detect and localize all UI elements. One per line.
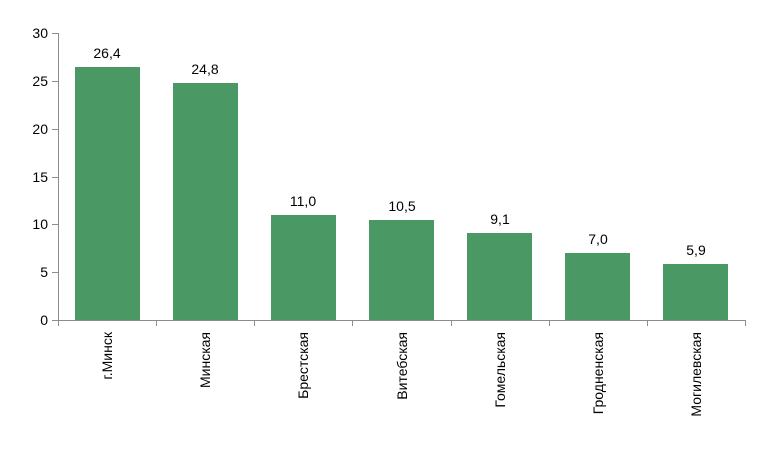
y-tick-label: 10 (32, 216, 48, 232)
chart-bar (369, 220, 434, 320)
y-tick-label: 20 (32, 121, 48, 137)
chart-bar (271, 215, 336, 320)
chart-bar (75, 67, 140, 320)
bar-value-label: 10,5 (388, 198, 416, 214)
y-tick (52, 33, 58, 34)
y-tick (52, 129, 58, 130)
y-axis-line (58, 33, 59, 326)
bar-value-label: 7,0 (588, 231, 608, 247)
x-tick (549, 320, 550, 326)
y-tick (52, 224, 58, 225)
bar-value-label: 26,4 (93, 45, 121, 61)
x-tick (352, 320, 353, 326)
category-label: Гродненская (590, 332, 606, 415)
y-tick-label: 15 (32, 169, 48, 185)
chart-bar (663, 264, 728, 320)
y-tick-label: 30 (32, 25, 48, 41)
chart-bar (467, 233, 532, 320)
bar-value-label: 11,0 (289, 193, 317, 209)
x-tick (156, 320, 157, 326)
category-label: Гомельская (492, 332, 508, 408)
chart-bar (565, 253, 630, 320)
y-tick (52, 177, 58, 178)
bar-value-label: 5,9 (686, 242, 706, 258)
y-tick-label: 25 (32, 73, 48, 89)
category-label: Витебская (394, 332, 410, 400)
bar-value-label: 24,8 (191, 61, 219, 77)
x-tick (58, 320, 59, 326)
category-label: Могилевская (688, 332, 704, 417)
x-tick (254, 320, 255, 326)
category-label: Брестская (295, 332, 311, 399)
x-axis-line (58, 320, 746, 321)
x-tick (451, 320, 452, 326)
category-label: г.Минск (99, 332, 115, 380)
bar-value-label: 9,1 (490, 211, 510, 227)
y-tick (52, 81, 58, 82)
chart-bar (173, 83, 238, 320)
category-label: Минская (197, 332, 213, 389)
x-tick (647, 320, 648, 326)
y-tick (52, 320, 58, 321)
y-tick-label: 5 (40, 264, 48, 280)
y-tick (52, 272, 58, 273)
y-tick-label: 0 (40, 312, 48, 328)
x-tick (745, 320, 746, 326)
